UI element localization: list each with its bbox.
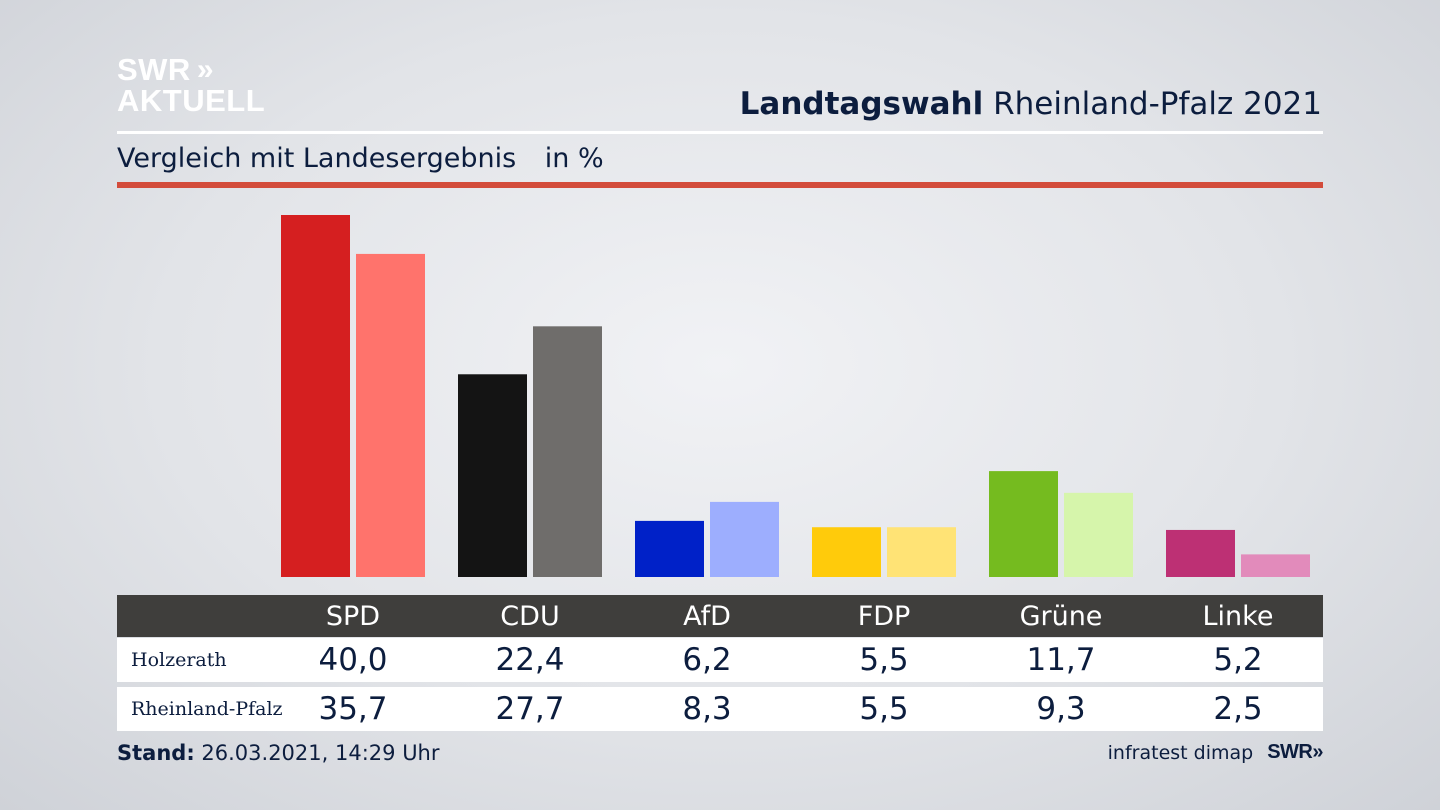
row-label-rheinland-pfalz: Rheinland-Pfalz <box>131 698 283 720</box>
value-spd-holzerath: 40,0 <box>318 642 388 678</box>
swr-small-logo: SWR» <box>1267 741 1323 763</box>
table-row-holzerath: Holzerath 40,0 22,4 6,2 5,5 11,7 5,2 <box>117 638 1323 682</box>
source-text: infratest dimap <box>1107 741 1254 764</box>
value-cdu-holzerath: 22,4 <box>495 642 565 678</box>
bar-linke-holzerath <box>1166 529 1235 577</box>
bar-fdp-rheinland-pfalz <box>887 527 956 577</box>
bar-spd-rheinland-pfalz <box>356 253 425 578</box>
chart-subtitle: Vergleich mit Landesergebnis in % <box>117 143 604 174</box>
value-linke-rheinland-pfalz: 2,5 <box>1213 691 1263 727</box>
logo-swr-text: SWR <box>117 52 191 87</box>
party-label-cdu: CDU <box>500 600 560 632</box>
party-header-row: SPD CDU AfD FDP Grüne Linke <box>117 595 1323 637</box>
value-fdp-rheinland-pfalz: 5,5 <box>859 691 909 727</box>
stand-label: Stand: <box>117 741 195 765</box>
party-label-linke: Linke <box>1202 600 1274 632</box>
unit-label: in % <box>544 143 604 174</box>
bar-fdp-holzerath <box>812 527 881 577</box>
party-label-fdp: FDP <box>857 600 911 632</box>
timestamp: Stand: 26.03.2021, 14:29 Uhr <box>117 741 440 765</box>
subtitle-divider <box>117 182 1323 188</box>
source-credit: infratest dimap SWR» <box>1107 741 1324 764</box>
logo-aktuell-text: AKTUELL <box>117 83 266 118</box>
party-label-spd: SPD <box>325 600 381 632</box>
row-label-holzerath: Holzerath <box>131 649 227 671</box>
party-label-afd: AfD <box>683 600 731 632</box>
bar-cdu-holzerath <box>458 374 527 577</box>
value-afd-holzerath: 6,2 <box>682 642 732 678</box>
bar-gruene-holzerath <box>989 471 1058 577</box>
value-afd-rheinland-pfalz: 8,3 <box>682 691 732 727</box>
table-row-rheinland-pfalz: Rheinland-Pfalz 35,7 27,7 8,3 5,5 9,3 2,5 <box>117 687 1323 731</box>
title-rest: Rheinland-Pfalz 2021 <box>993 86 1322 122</box>
value-gruene-holzerath: 11,7 <box>1026 642 1096 678</box>
title-divider <box>117 131 1323 134</box>
bar-afd-holzerath <box>635 520 704 577</box>
party-label-gruene: Grüne <box>1019 600 1103 632</box>
title-bold: Landtagswahl <box>739 86 984 122</box>
value-fdp-holzerath: 5,5 <box>859 642 909 678</box>
chevron-right-icon: » <box>196 53 213 86</box>
bar-afd-rheinland-pfalz <box>710 501 779 577</box>
value-cdu-rheinland-pfalz: 27,7 <box>495 691 565 727</box>
value-spd-rheinland-pfalz: 35,7 <box>318 691 388 727</box>
bar-spd-holzerath <box>281 215 350 577</box>
value-linke-holzerath: 5,2 <box>1213 642 1263 678</box>
bar-gruene-rheinland-pfalz <box>1064 492 1133 577</box>
bar-linke-rheinland-pfalz <box>1241 554 1310 577</box>
swr-aktuell-logo: SWR » AKTUELL <box>117 54 265 116</box>
value-gruene-rheinland-pfalz: 9,3 <box>1036 691 1086 727</box>
bar-cdu-rheinland-pfalz <box>533 326 602 577</box>
stand-value: 26.03.2021, 14:29 Uhr <box>201 741 440 765</box>
chart-title: Landtagswahl Rheinland-Pfalz 2021 <box>740 86 1322 122</box>
subtitle-text: Vergleich mit Landesergebnis <box>117 143 517 174</box>
